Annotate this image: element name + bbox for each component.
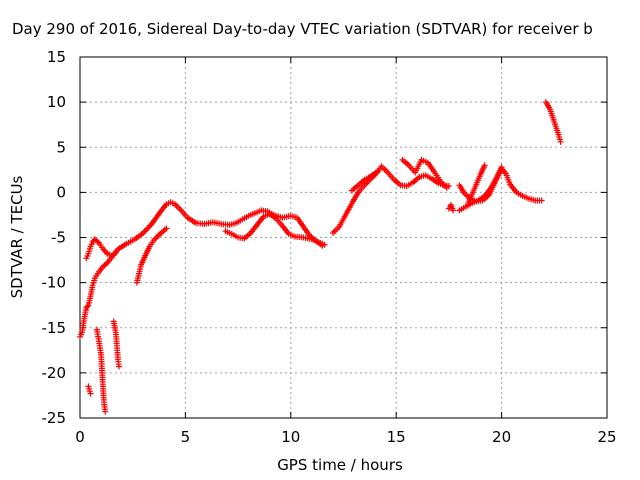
- y-tick-label: -25: [42, 409, 67, 427]
- series-2-markers: [83, 236, 119, 262]
- y-tick-label: 5: [56, 138, 66, 156]
- x-tick-label: 5: [181, 428, 191, 446]
- series-9: [456, 162, 505, 214]
- x-tick-label: 25: [597, 428, 616, 446]
- y-tick-label: -5: [51, 229, 66, 247]
- x-tick-label: 10: [281, 428, 300, 446]
- series-9-markers: [456, 162, 505, 214]
- series-1: [77, 199, 326, 340]
- grid-lines: [80, 57, 607, 418]
- y-tick-label: -20: [42, 364, 67, 382]
- series-7-markers: [348, 156, 450, 194]
- series-10-markers: [542, 99, 564, 145]
- series-8: [445, 165, 545, 214]
- chart-title: Day 290 of 2016, Sidereal Day-to-day VTE…: [12, 20, 593, 38]
- series-4-markers: [133, 225, 170, 286]
- series-1-markers: [77, 199, 326, 340]
- y-axis-label: SDTVAR / TECUs: [8, 175, 26, 298]
- y-tick-labels: -25 -20 -15 -10 -5 0 5 10 15: [42, 48, 67, 427]
- series-5: [222, 211, 328, 248]
- series-8-markers: [445, 165, 545, 214]
- y-tick-label: 10: [47, 93, 66, 111]
- series-7: [348, 156, 450, 194]
- x-tick-label: 15: [387, 428, 406, 446]
- y-tick-label: 15: [47, 48, 66, 66]
- series-10: [542, 99, 564, 145]
- series-3: [85, 318, 122, 415]
- series-2: [83, 236, 119, 262]
- x-tick-labels: 0 5 10 15 20 25: [75, 428, 616, 446]
- series-5-markers: [222, 211, 328, 248]
- x-tick-label: 20: [492, 428, 511, 446]
- data-points: [77, 99, 564, 415]
- series-4: [133, 225, 170, 286]
- axis-ticks: [79, 56, 608, 419]
- y-tick-label: -15: [42, 319, 67, 337]
- x-tick-label: 0: [75, 428, 85, 446]
- y-tick-label: 0: [56, 183, 66, 201]
- y-tick-label: -10: [42, 274, 67, 292]
- x-axis-label: GPS time / hours: [277, 456, 403, 474]
- series-3-markers: [85, 318, 122, 415]
